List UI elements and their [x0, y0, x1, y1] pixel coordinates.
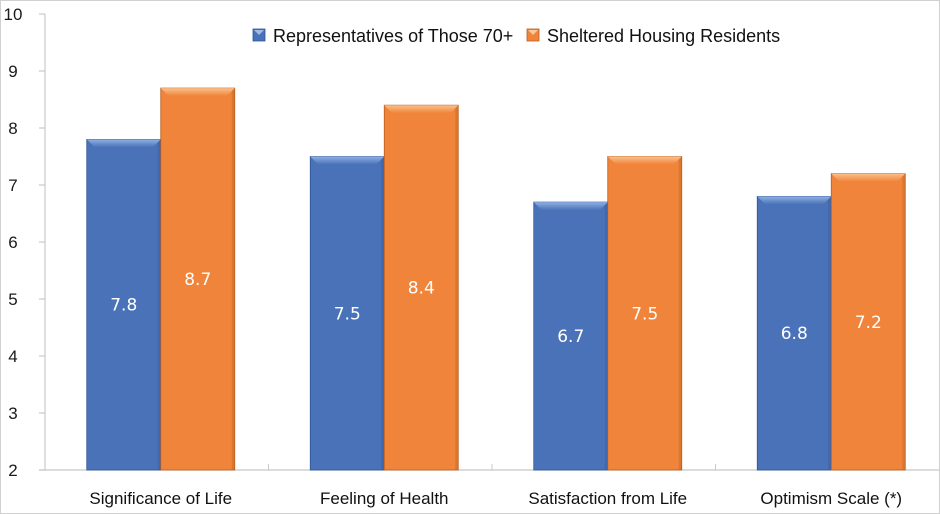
bar-sheltered	[383, 104, 459, 471]
data-label: 6.8	[781, 324, 808, 344]
y-tick-label: 7	[8, 176, 17, 195]
y-tick-label: 9	[8, 62, 17, 81]
bar-side-shade	[902, 173, 906, 470]
legend-label: Representatives of Those 70+	[273, 26, 513, 46]
y-tick-label: 10	[4, 5, 23, 24]
legend-item: Representatives of Those 70+	[252, 26, 513, 46]
bar-side-shade	[604, 202, 608, 470]
bar-body	[309, 156, 385, 471]
bar-side-shade	[381, 156, 385, 470]
bar-body	[383, 104, 459, 471]
y-tick-label: 3	[8, 404, 17, 423]
y-tick-label: 5	[8, 290, 17, 309]
x-category-label: Significance of Life	[89, 489, 232, 508]
y-tick-label: 4	[8, 347, 17, 366]
bar-bevel	[86, 139, 161, 148]
data-label: 6.7	[557, 327, 584, 347]
y-tick-label: 6	[8, 233, 17, 252]
axes: 2 3 4 5 6 7 8 9 10 Significance of Life Feeling of…	[4, 5, 939, 508]
bar-body	[830, 173, 906, 471]
bar-representatives	[86, 138, 162, 471]
bar-bevel	[607, 156, 682, 165]
y-tick-label: 8	[8, 119, 17, 138]
bar-side-shade	[828, 196, 832, 470]
data-label: 8.7	[184, 270, 211, 290]
bar-side-shade	[231, 88, 235, 470]
bar-representatives	[533, 201, 609, 471]
bar-bevel	[310, 156, 385, 165]
bar-bevel	[533, 202, 608, 211]
bar-body	[160, 87, 236, 471]
bar-bevel	[831, 173, 906, 182]
x-category-label: Feeling of Health	[320, 489, 449, 508]
data-label: 7.8	[110, 296, 137, 316]
bar-bevel	[384, 105, 459, 114]
legend-swatch-bevel	[254, 30, 264, 35]
legend: Representatives of Those 70+ Sheltered Ho…	[252, 26, 780, 46]
bar-side-shade	[678, 156, 682, 470]
x-category-label: Satisfaction from Life	[528, 489, 687, 508]
x-category-label: Optimism Scale (*)	[760, 489, 902, 508]
bar-body	[607, 156, 683, 471]
data-label: 7.5	[631, 304, 658, 324]
bar-sheltered	[607, 156, 683, 471]
legend-label: Sheltered Housing Residents	[547, 26, 780, 46]
data-label: 7.5	[334, 304, 361, 324]
legend-item: Sheltered Housing Residents	[526, 26, 780, 46]
data-labels: 7.8 8.7 7.5 8.4 6.7 7.5 6.8 7.2	[110, 270, 882, 347]
bar-side-shade	[157, 139, 161, 470]
bar-representatives	[309, 156, 385, 471]
data-label: 8.4	[408, 279, 435, 299]
bar-body	[533, 201, 609, 471]
bars	[86, 87, 906, 471]
legend-swatch-bevel	[528, 30, 538, 35]
bar-sheltered	[830, 173, 906, 471]
bar-side-shade	[455, 105, 459, 470]
y-tick-label: 2	[8, 461, 17, 480]
bar-bevel	[160, 88, 235, 97]
bar-sheltered	[160, 87, 236, 471]
data-label: 7.2	[855, 313, 882, 333]
bar-bevel	[757, 196, 832, 205]
